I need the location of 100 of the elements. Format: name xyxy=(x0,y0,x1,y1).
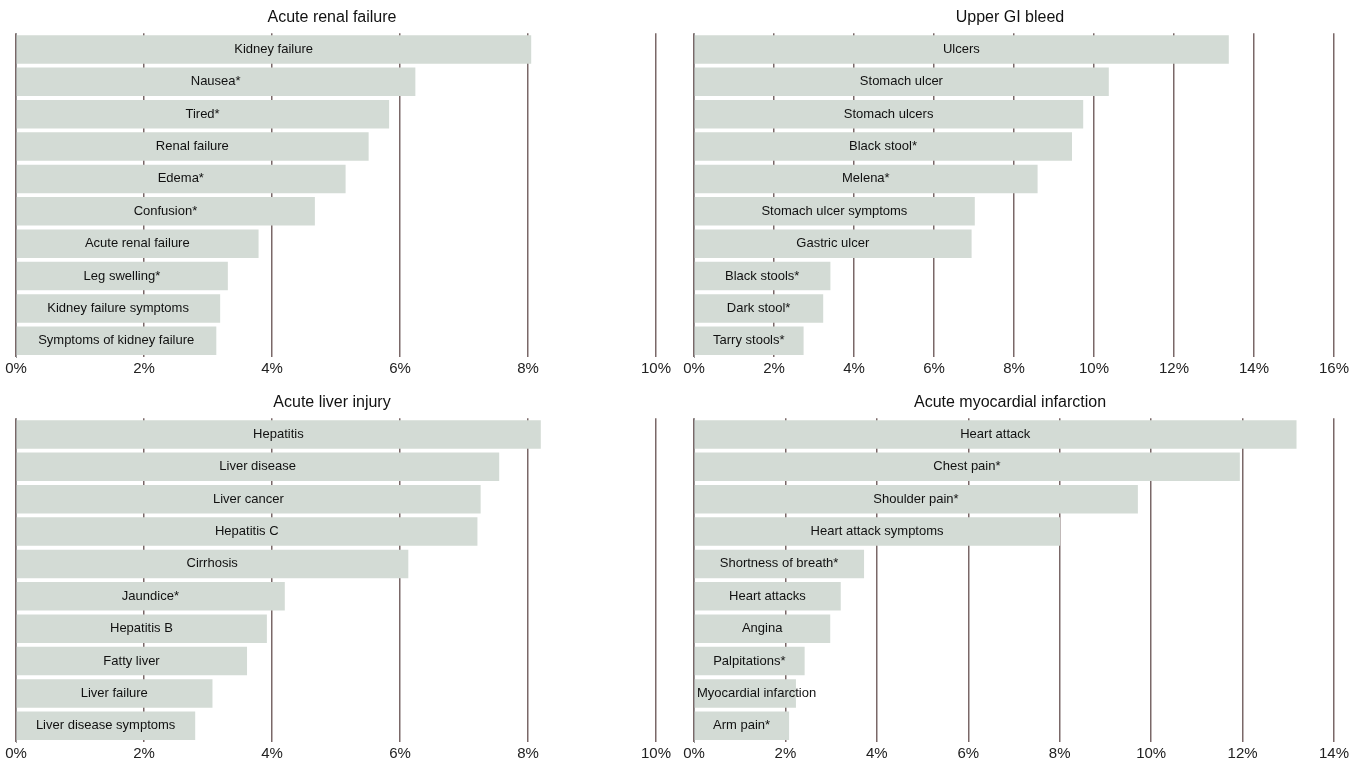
chart-title: Acute renal failure xyxy=(267,8,397,26)
chart-title: Upper GI bleed xyxy=(955,8,1065,26)
bar xyxy=(16,99,390,129)
x-tick-label: 10% xyxy=(1078,359,1110,377)
y-tick-label: Palpitations* xyxy=(713,652,786,668)
y-tick-label: Stomach ulcer xyxy=(859,73,944,89)
x-tick-label: 14% xyxy=(1238,359,1270,377)
y-tick-label: Liver disease symptoms xyxy=(35,717,176,733)
bar xyxy=(16,452,500,482)
y-tick-label: Dark stool* xyxy=(726,300,791,316)
x-tick-label: 12% xyxy=(1158,359,1190,377)
y-tick-label: Liver disease xyxy=(219,458,296,474)
bar xyxy=(694,582,841,611)
x-tick-label: 0% xyxy=(5,359,27,377)
bar xyxy=(16,67,416,97)
bar xyxy=(16,420,541,449)
bar xyxy=(694,420,1297,449)
x-tick-label: 14% xyxy=(1318,744,1350,762)
x-tick-label: 16% xyxy=(1318,359,1350,377)
y-tick-label: Liver cancer xyxy=(212,490,285,506)
bar xyxy=(16,582,285,611)
y-tick-label: Angina xyxy=(741,620,784,636)
x-tick-label: 8% xyxy=(517,359,539,377)
x-tick-label: 8% xyxy=(517,744,539,762)
y-tick-label: Stomach ulcer symptoms xyxy=(761,202,908,218)
x-tick-label: 10% xyxy=(1136,744,1167,762)
bar xyxy=(694,229,972,258)
x-tick-label: 0% xyxy=(683,359,705,377)
bar xyxy=(16,484,481,514)
bar xyxy=(16,132,369,161)
bar xyxy=(16,679,213,708)
y-tick-label: Tired* xyxy=(185,105,220,121)
bar xyxy=(694,614,831,643)
y-tick-label: Tarry stools* xyxy=(713,332,785,348)
x-tick-label: 4% xyxy=(261,744,283,762)
bar xyxy=(16,35,532,64)
y-tick-label: Renal failure xyxy=(155,138,229,154)
x-tick-label: 4% xyxy=(843,359,865,377)
y-tick-label: Chest pain* xyxy=(933,458,1001,474)
x-tick-label: 4% xyxy=(866,744,888,762)
y-tick-label: Shortness of breath* xyxy=(719,555,839,571)
bar xyxy=(694,197,975,226)
bar xyxy=(694,294,824,323)
y-tick-label: Nausea* xyxy=(190,73,241,89)
y-tick-label: Kidney failure xyxy=(234,40,313,56)
y-tick-label: Hepatitis xyxy=(253,425,305,441)
bar xyxy=(694,132,1072,161)
bar xyxy=(694,99,1084,129)
y-tick-label: Shoulder pain* xyxy=(873,490,959,506)
bar xyxy=(16,197,315,226)
chart-title: Acute liver injury xyxy=(273,393,391,411)
x-tick-label: 6% xyxy=(923,359,945,377)
x-tick-label: 2% xyxy=(133,359,155,377)
y-tick-label: Kidney failure symptoms xyxy=(47,300,190,316)
y-tick-label: Myocardial infarction xyxy=(697,685,817,701)
y-tick-label: Edema* xyxy=(157,170,204,186)
bar xyxy=(16,517,478,546)
x-tick-label: 12% xyxy=(1227,744,1258,762)
x-tick-label: 2% xyxy=(774,744,797,762)
x-tick-label: 0% xyxy=(5,744,27,762)
x-tick-label: 4% xyxy=(261,359,283,377)
x-tick-label: 10% xyxy=(640,359,672,377)
y-tick-label: Hepatitis C xyxy=(214,523,279,539)
bar xyxy=(694,484,1138,514)
bar xyxy=(16,261,228,291)
y-tick-label: Jaundice* xyxy=(121,587,179,603)
y-tick-label: Ulcers xyxy=(942,40,981,56)
y-tick-label: Black stools* xyxy=(724,267,800,283)
y-tick-label: Liver failure xyxy=(80,685,148,701)
x-tick-label: 0% xyxy=(683,744,705,762)
y-tick-label: Acute renal failure xyxy=(84,235,190,251)
y-tick-label: Arm pain* xyxy=(713,717,771,733)
y-tick-label: Confusion* xyxy=(133,202,198,218)
y-tick-label: Heart attack symptoms xyxy=(810,523,945,539)
bar xyxy=(16,646,248,676)
chart-title: Acute myocardial infarction xyxy=(913,393,1107,411)
bar xyxy=(694,35,1229,64)
y-tick-label: Hepatitis B xyxy=(110,620,173,636)
y-tick-label: Melena* xyxy=(841,170,890,186)
x-tick-label: 6% xyxy=(389,744,411,762)
y-tick-label: Fatty liver xyxy=(103,652,161,668)
y-tick-label: Heart attack xyxy=(960,425,1031,441)
y-tick-label: Cirrhosis xyxy=(186,555,239,571)
y-tick-label: Symptoms of kidney failure xyxy=(38,332,195,348)
x-tick-label: 6% xyxy=(957,744,980,762)
y-tick-label: Black stool* xyxy=(849,138,917,154)
bar xyxy=(16,229,259,258)
y-tick-label: Stomach ulcers xyxy=(843,105,934,121)
y-tick-label: Leg swelling* xyxy=(83,267,161,283)
y-tick-label: Gastric ulcer xyxy=(796,235,870,251)
bar xyxy=(16,549,409,579)
x-tick-label: 6% xyxy=(389,359,411,377)
x-tick-label: 10% xyxy=(640,744,672,762)
bar xyxy=(16,164,346,194)
bar xyxy=(694,67,1109,97)
x-tick-label: 8% xyxy=(1003,359,1025,377)
x-tick-label: 2% xyxy=(133,744,155,762)
x-tick-label: 8% xyxy=(1048,744,1071,762)
bar xyxy=(694,452,1240,482)
bar xyxy=(694,517,1061,546)
